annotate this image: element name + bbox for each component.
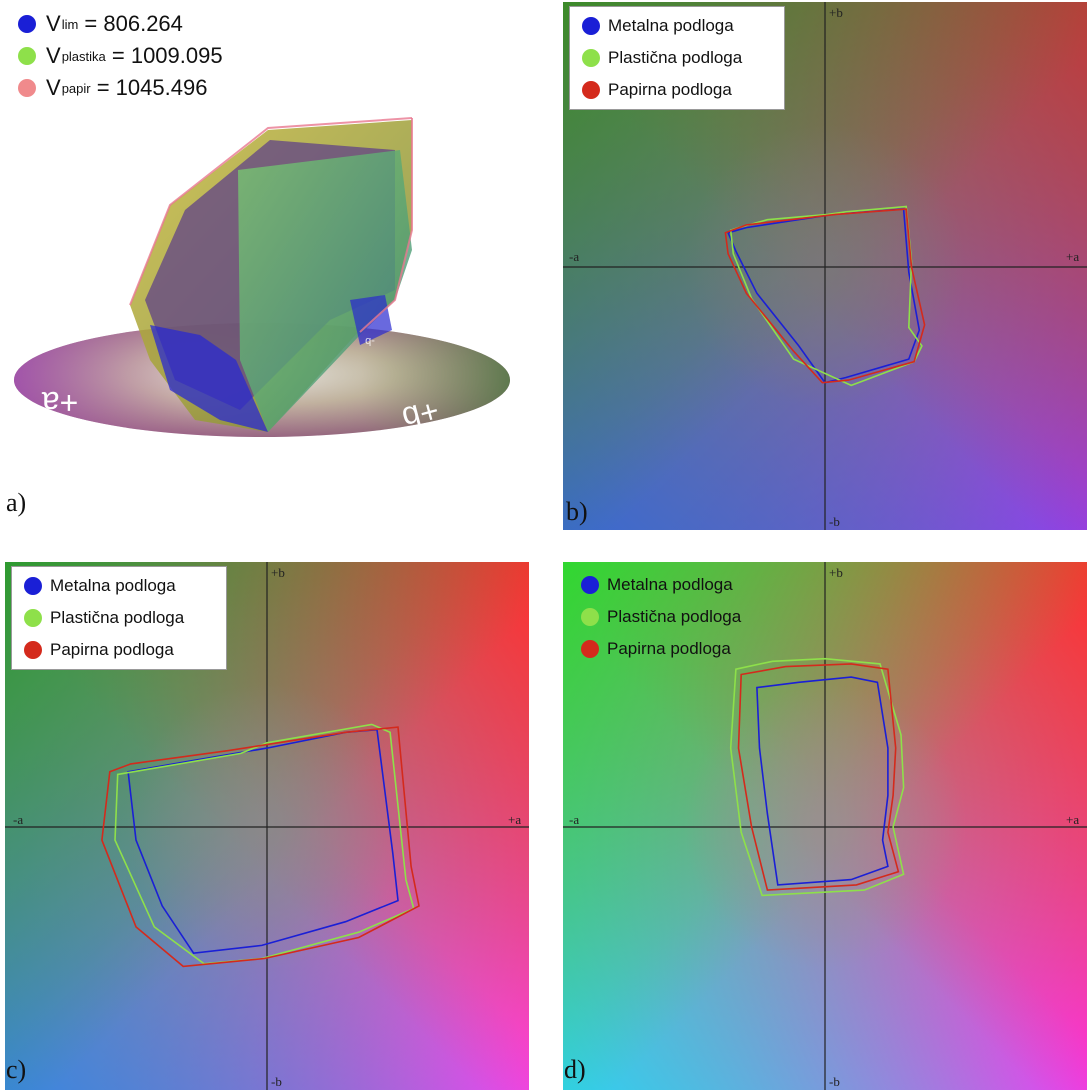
panel-letter-c: c) bbox=[6, 1055, 27, 1084]
volume-prefix: V bbox=[46, 43, 61, 68]
disc-label-minus-b: -b bbox=[365, 335, 375, 347]
legend: Metalna podloga Plastična podloga Papirn… bbox=[569, 6, 785, 110]
gamut-outline-plot bbox=[563, 562, 1087, 1090]
volume-subscript: papir bbox=[61, 80, 91, 96]
volume-prefix: V bbox=[46, 11, 61, 36]
axis-label-minus-a: -a bbox=[13, 812, 24, 827]
legend-dot bbox=[581, 576, 599, 594]
legend-item-metal: Metalna podloga bbox=[570, 10, 784, 42]
axis-label-plus-a: +a bbox=[1066, 249, 1080, 264]
legend-item-paper: Papirna podloga bbox=[12, 634, 226, 666]
gamut-outline-metal bbox=[756, 676, 889, 886]
legend-label: Papirna podloga bbox=[607, 639, 731, 658]
axis-label-plus-a: +a bbox=[1066, 812, 1080, 827]
legend-label: Metalna podloga bbox=[608, 16, 734, 35]
legend-dot bbox=[24, 609, 42, 627]
legend-label: Metalna podloga bbox=[607, 575, 733, 594]
axis-label-minus-b: -b bbox=[829, 514, 840, 529]
axis-label-minus-a: -a bbox=[569, 812, 580, 827]
legend-item-plastic: Plastična podloga bbox=[569, 601, 783, 633]
gamut-solid bbox=[129, 117, 413, 432]
volume-subscript: lim bbox=[61, 16, 79, 32]
legend-dot bbox=[24, 641, 42, 659]
volume-dot-papir bbox=[18, 79, 36, 97]
legend-label: Papirna podloga bbox=[50, 640, 174, 659]
panel-d-ab-plane: Metalna podloga Plastična podloga Papirn… bbox=[563, 562, 1087, 1090]
gamut-3d-view: +a +b -b bbox=[14, 117, 510, 437]
legend-item-metal: Metalna podloga bbox=[569, 569, 783, 601]
gamut-outline-paper bbox=[101, 726, 420, 968]
legend: Metalna podloga Plastična podloga Papirn… bbox=[11, 566, 227, 670]
panel-letter-a: a) bbox=[6, 488, 27, 517]
legend-dot bbox=[24, 577, 42, 595]
axis-label-plus-b: +b bbox=[829, 5, 843, 20]
legend-item-plastic: Plastična podloga bbox=[570, 42, 784, 74]
gamut-outline-plot bbox=[5, 562, 529, 1090]
legend-label: Metalna podloga bbox=[50, 576, 176, 595]
legend-label: Plastična podloga bbox=[607, 607, 742, 626]
gamut-outline-plastic bbox=[114, 723, 415, 965]
legend-dot bbox=[581, 640, 599, 658]
legend-item-paper: Papirna podloga bbox=[569, 633, 783, 665]
gamut-outline-paper bbox=[737, 663, 900, 891]
axis-label-minus-a: -a bbox=[569, 249, 580, 264]
legend-item-paper: Papirna podloga bbox=[570, 74, 784, 106]
panel-letter-b: b) bbox=[566, 497, 588, 526]
gamut-outline-metal bbox=[727, 208, 921, 384]
legend-item-metal: Metalna podloga bbox=[12, 570, 226, 602]
panel-letter-d: d) bbox=[564, 1055, 586, 1084]
legend-label: Plastična podloga bbox=[50, 608, 185, 627]
legend-dot bbox=[582, 49, 600, 67]
legend-item-plastic: Plastična podloga bbox=[12, 602, 226, 634]
legend-dot bbox=[582, 17, 600, 35]
axis-label-plus-a: +a bbox=[508, 812, 522, 827]
legend-dot bbox=[582, 81, 600, 99]
gamut-outline-metal bbox=[127, 728, 399, 955]
panel-c-ab-plane: Metalna podloga Plastična podloga Papirn… bbox=[5, 562, 529, 1090]
axis-label-plus-b: +b bbox=[829, 565, 843, 580]
volume-value: = 806.264 bbox=[78, 11, 183, 36]
disc-label-plus-a: +a bbox=[42, 385, 79, 421]
volume-dot-plastika bbox=[18, 47, 36, 65]
legend-label: Plastična podloga bbox=[608, 48, 743, 67]
gamut-outline-plastic bbox=[729, 657, 905, 897]
legend-dot bbox=[581, 608, 599, 626]
volume-prefix: V bbox=[46, 75, 61, 100]
legend: Metalna podloga Plastična podloga Papirn… bbox=[569, 566, 783, 668]
volume-value: = 1045.496 bbox=[90, 75, 208, 100]
panel-b-ab-plane: Metalna podloga Plastična podloga Papirn… bbox=[563, 2, 1087, 530]
gamut-outline-plastic bbox=[729, 205, 923, 387]
volume-dot-lim bbox=[18, 15, 36, 33]
axis-label-minus-b: -b bbox=[271, 1074, 282, 1089]
gamut-outline-paper bbox=[724, 208, 926, 384]
axis-label-minus-b: -b bbox=[829, 1074, 840, 1089]
gamut-outline-plot bbox=[563, 2, 1087, 530]
volume-subscript: plastika bbox=[61, 48, 106, 64]
volume-value: = 1009.095 bbox=[105, 43, 223, 68]
axis-label-plus-b: +b bbox=[271, 565, 285, 580]
legend-label: Papirna podloga bbox=[608, 80, 732, 99]
